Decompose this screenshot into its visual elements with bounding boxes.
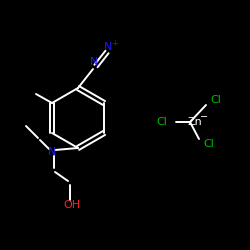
- Text: N: N: [104, 42, 112, 52]
- Text: Cl: Cl: [156, 117, 168, 127]
- Text: +: +: [112, 38, 118, 48]
- Text: Cl: Cl: [204, 139, 214, 149]
- Text: −: −: [200, 112, 208, 122]
- Text: OH: OH: [64, 200, 80, 210]
- Text: N: N: [90, 57, 98, 67]
- Text: N: N: [48, 147, 56, 157]
- Text: Zn: Zn: [188, 117, 202, 127]
- Text: Cl: Cl: [210, 95, 222, 105]
